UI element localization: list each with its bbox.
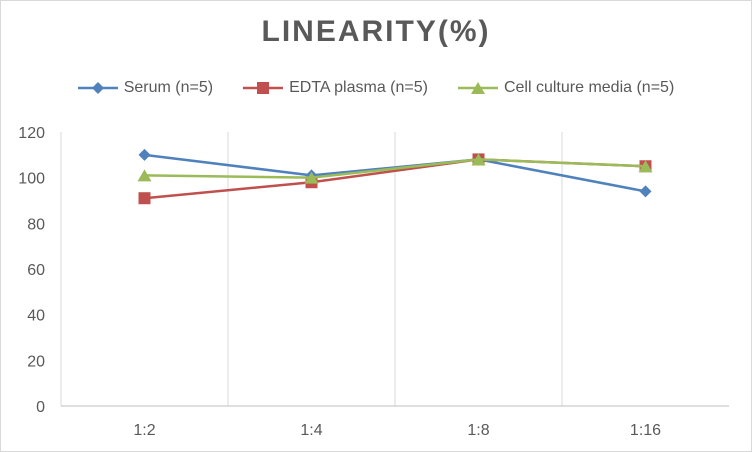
y-tick-label: 0 [36, 399, 45, 416]
legend-label-edta-plasma: EDTA plasma (n=5) [289, 79, 428, 96]
x-tick-label: 1:16 [630, 422, 661, 439]
legend-marker-edta-plasma [243, 82, 284, 94]
legend-marker-serum [77, 82, 118, 94]
chart-legend: Serum (n=5) EDTA plasma (n=5) Cell cultu… [1, 79, 751, 97]
x-tick-label: 1:4 [300, 422, 322, 439]
legend-label-serum: Serum (n=5) [123, 79, 214, 96]
x-tick-label: 1:2 [133, 422, 155, 439]
legend-entry-cell-culture-media: Cell culture media (n=5) [457, 79, 675, 97]
data-point-serum [138, 148, 151, 161]
y-tick-label: 60 [27, 262, 45, 279]
data-point-cell-culture-media [304, 171, 319, 184]
data-point-cell-culture-media [471, 153, 486, 166]
x-tick-label: 1:8 [467, 422, 489, 439]
data-point-serum [639, 185, 652, 198]
data-point-cell-culture-media [638, 160, 653, 173]
legend-marker-cell-culture-media [457, 82, 498, 94]
y-tick-label: 80 [27, 216, 45, 233]
legend-entry-edta-plasma: EDTA plasma (n=5) [243, 79, 428, 97]
data-point-cell-culture-media [137, 169, 152, 182]
y-tick-label: 40 [27, 308, 45, 325]
legend-label-cell-culture-media: Cell culture media (n=5) [503, 79, 675, 96]
data-point-edta-plasma [138, 192, 151, 205]
y-tick-label: 20 [27, 353, 45, 370]
series-line-cell-culture-media [144, 158, 646, 179]
y-tick-label: 120 [18, 125, 45, 142]
legend-entry-serum: Serum (n=5) [77, 79, 214, 97]
y-tick-label: 100 [18, 171, 45, 188]
chart-title: LINEARITY(%) [261, 15, 491, 48]
